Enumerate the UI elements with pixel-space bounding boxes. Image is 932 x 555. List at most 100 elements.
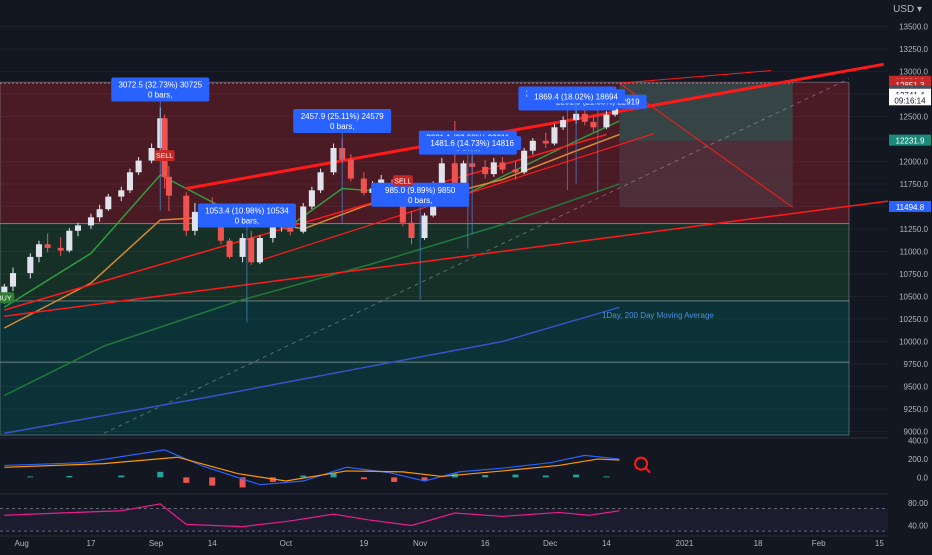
macd-histogram-bar xyxy=(239,477,246,488)
projection-arrow-up xyxy=(619,70,772,84)
macd-histogram-bar xyxy=(603,476,610,478)
price-tick-label: 9250.0 xyxy=(904,405,929,414)
candle-body xyxy=(308,190,315,207)
candle-body xyxy=(57,247,64,251)
candle-body xyxy=(330,148,337,173)
macd-histogram-bar xyxy=(330,472,337,478)
time-tick-label: Oct xyxy=(280,539,293,548)
candle-body xyxy=(490,162,497,175)
price-tick-label: 12500.0 xyxy=(899,113,928,122)
signal-badge xyxy=(154,150,175,162)
time-tick-label: 14 xyxy=(208,539,217,548)
macd-histogram-bar xyxy=(157,471,164,478)
candle-body xyxy=(512,169,519,173)
ma200-label: 1Day, 200 Day Moving Average xyxy=(602,311,714,320)
price-badge xyxy=(889,78,931,90)
macd-histogram-bar xyxy=(391,477,398,482)
time-tick-label: Nov xyxy=(413,539,427,548)
moving-average-ma_200 xyxy=(4,306,620,435)
candle-body xyxy=(161,118,168,177)
time-tick-label: 16 xyxy=(481,539,490,548)
candle-body xyxy=(44,244,51,248)
candle-body xyxy=(460,163,467,187)
candle-body xyxy=(360,178,367,193)
signal-label: SELL xyxy=(156,153,173,160)
candle-body xyxy=(9,273,17,287)
measure-callout-bars: 0 bars, xyxy=(148,91,172,100)
time-tick-label: 17 xyxy=(87,539,96,548)
candle-body xyxy=(66,230,73,251)
search-icon xyxy=(634,456,649,471)
trendline xyxy=(4,200,889,318)
candle-body xyxy=(542,140,549,144)
candle-body xyxy=(269,224,276,238)
macd-histogram-bar xyxy=(360,477,367,480)
macd-tick-label: 200.0 xyxy=(908,455,929,464)
price-badge xyxy=(889,200,931,212)
chevron-down-icon: ▾ xyxy=(916,4,922,15)
candle-body xyxy=(35,244,43,257)
candle-body xyxy=(603,114,610,128)
measure-callout xyxy=(293,109,392,133)
candle-body xyxy=(126,172,133,191)
candle-body xyxy=(96,209,103,218)
measure-callout-text: 1481.6 (14.73%) 14816 xyxy=(430,139,514,148)
target-box xyxy=(619,83,793,141)
candle-body xyxy=(551,127,558,144)
price-tick-label: 9000.0 xyxy=(904,428,929,437)
macd-histogram-bar xyxy=(66,475,73,478)
measure-callout-bars: 0 bars, xyxy=(408,196,432,205)
time-tick-label: Aug xyxy=(15,539,29,548)
price-tick-label: 12000.0 xyxy=(899,158,928,167)
price-tick-label: 11000.0 xyxy=(900,248,929,257)
currency-label: USD xyxy=(893,4,915,15)
candle-body xyxy=(482,166,489,175)
moving-average-ma_orange xyxy=(3,133,620,329)
candle-body xyxy=(300,206,307,232)
candle-body xyxy=(27,256,34,274)
measure-callout xyxy=(423,136,522,151)
time-tick-label: 15 xyxy=(875,539,884,548)
macd-tick-label: 0.0 xyxy=(917,473,929,482)
currency-selector[interactable]: USD ▾ xyxy=(893,4,922,15)
macd-histogram-bar xyxy=(27,476,34,478)
price-tick-label: 13500.0 xyxy=(899,23,928,32)
price-zone-teal xyxy=(0,361,850,436)
candle-body xyxy=(560,120,567,128)
projection-arrow-down xyxy=(619,82,793,208)
measure-callout-text: 985.0 (9.89%) 9850 xyxy=(385,186,456,195)
signal-badge xyxy=(392,175,413,187)
time-tick-label: Feb xyxy=(812,539,826,548)
macd-histogram-bar xyxy=(118,475,125,478)
measure-callout xyxy=(111,77,210,102)
price-tick-label: 11250.0 xyxy=(900,225,929,234)
candle-body xyxy=(87,217,94,226)
candle-body xyxy=(183,195,190,231)
time-tick-label: 18 xyxy=(754,539,763,548)
price-badge xyxy=(889,88,931,100)
price-badge xyxy=(889,134,931,146)
macd-histogram-bar xyxy=(269,477,276,482)
price-badge-text: 09:16:14 xyxy=(894,96,926,105)
price-zone-teal xyxy=(0,300,850,363)
price-tick-label: 10750.0 xyxy=(899,270,928,279)
candle-body xyxy=(165,176,172,196)
candle-body xyxy=(529,140,536,151)
price-tick-label: 10500.0 xyxy=(899,293,928,302)
macd-histogram-bar xyxy=(421,477,428,482)
measure-callout-bars: 0 bars, xyxy=(235,217,259,226)
price-badge-text: 11494.8 xyxy=(896,203,925,212)
price-tick-label: 10250.0 xyxy=(899,315,928,324)
price-tick-label: 9750.0 xyxy=(904,360,929,369)
candle-body xyxy=(226,240,233,257)
signal-label: SELL xyxy=(394,178,411,185)
macd-tick-label: 400.0 xyxy=(908,437,929,446)
price-tick-label: 13000.0 xyxy=(899,68,928,77)
candle-body xyxy=(399,197,406,223)
macd-histogram-bar xyxy=(512,474,519,478)
candle-body xyxy=(148,148,155,161)
candle-body xyxy=(118,190,125,197)
measure-callout xyxy=(371,182,470,207)
